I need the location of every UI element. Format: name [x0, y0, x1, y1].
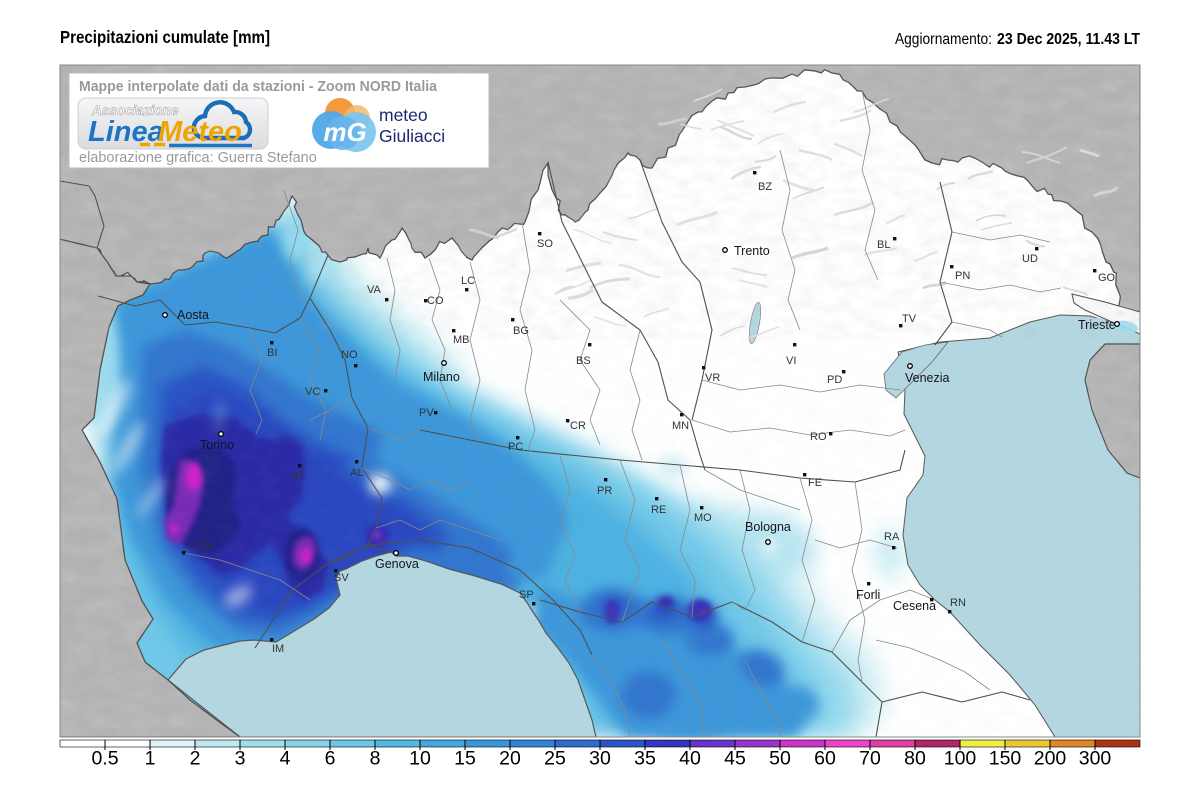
svg-text:25: 25: [544, 748, 566, 770]
svg-text:Associazione: Associazione: [91, 103, 179, 118]
svg-text:15: 15: [454, 748, 476, 770]
svg-text:SO: SO: [537, 238, 553, 250]
svg-text:Precipitazioni cumulate [mm]: Precipitazioni cumulate [mm]: [60, 27, 270, 47]
svg-text:AL: AL: [350, 467, 363, 479]
svg-text:IM: IM: [272, 643, 284, 655]
svg-text:CN: CN: [196, 540, 212, 552]
svg-text:mG: mG: [323, 117, 366, 147]
svg-text:BS: BS: [576, 355, 591, 367]
svg-text:NO: NO: [341, 349, 358, 361]
svg-text:Genova: Genova: [375, 557, 419, 571]
svg-text:RA: RA: [884, 531, 900, 543]
svg-text:200: 200: [1034, 748, 1067, 770]
svg-text:23 Dec 2025, 11.43 LT: 23 Dec 2025, 11.43 LT: [997, 31, 1140, 48]
svg-text:MN: MN: [672, 420, 689, 432]
svg-text:Trieste: Trieste: [1078, 318, 1116, 332]
svg-text:Mappe interpolate dati da staz: Mappe interpolate dati da stazioni - Zoo…: [79, 78, 438, 95]
svg-text:VI: VI: [786, 355, 796, 367]
svg-text:Trento: Trento: [734, 244, 770, 258]
svg-text:300: 300: [1079, 748, 1112, 770]
svg-text:RO: RO: [810, 431, 827, 443]
svg-text:CO: CO: [427, 295, 444, 307]
svg-text:40: 40: [679, 748, 701, 770]
svg-text:45: 45: [724, 748, 746, 770]
svg-text:30: 30: [589, 748, 611, 770]
svg-text:LC: LC: [461, 275, 475, 287]
svg-text:100: 100: [944, 748, 977, 770]
svg-text:CR: CR: [570, 420, 586, 432]
svg-text:35: 35: [634, 748, 656, 770]
svg-text:UD: UD: [1022, 253, 1038, 265]
svg-text:60: 60: [814, 748, 836, 770]
svg-text:1: 1: [145, 748, 156, 770]
svg-text:50: 50: [769, 748, 791, 770]
svg-text:Venezia: Venezia: [905, 371, 950, 385]
svg-text:BG: BG: [513, 325, 529, 337]
svg-text:FE: FE: [808, 477, 822, 489]
svg-text:RN: RN: [950, 597, 966, 609]
svg-text:Milano: Milano: [423, 370, 460, 384]
svg-text:Torino: Torino: [200, 438, 234, 452]
svg-text:Giuliacci: Giuliacci: [379, 126, 445, 146]
svg-text:20: 20: [499, 748, 521, 770]
svg-text:AT: AT: [292, 470, 306, 482]
svg-text:150: 150: [989, 748, 1022, 770]
svg-text:PV: PV: [419, 407, 434, 419]
svg-text:Cesena: Cesena: [893, 599, 936, 613]
svg-text:MO: MO: [694, 512, 712, 524]
svg-text:meteo: meteo: [379, 105, 428, 125]
svg-text:10: 10: [409, 748, 431, 770]
svg-text:Meteo: Meteo: [158, 116, 242, 148]
svg-text:Linea: Linea: [88, 116, 164, 148]
svg-text:PC: PC: [508, 441, 523, 453]
svg-text:MB: MB: [453, 334, 470, 346]
svg-text:70: 70: [859, 748, 881, 770]
svg-text:80: 80: [904, 748, 926, 770]
svg-text:BZ: BZ: [758, 181, 772, 193]
svg-text:8: 8: [370, 748, 381, 770]
svg-text:Aosta: Aosta: [177, 308, 209, 322]
svg-text:3: 3: [235, 748, 246, 770]
svg-text:VA: VA: [367, 284, 382, 296]
svg-text:SP: SP: [519, 589, 534, 601]
svg-text:Bologna: Bologna: [745, 520, 791, 534]
svg-text:4: 4: [280, 748, 291, 770]
svg-text:6: 6: [325, 748, 336, 770]
svg-text:PR: PR: [597, 485, 612, 497]
svg-text:2: 2: [190, 748, 201, 770]
svg-text:RE: RE: [651, 504, 666, 516]
svg-text:BI: BI: [267, 347, 277, 359]
svg-text:VC: VC: [305, 386, 320, 398]
svg-text:0.5: 0.5: [91, 748, 118, 770]
svg-text:GO: GO: [1098, 272, 1116, 284]
svg-text:VR: VR: [705, 372, 720, 384]
svg-text:PD: PD: [827, 374, 842, 386]
svg-text:SV: SV: [334, 572, 349, 584]
svg-text:elaborazione grafica: Guerra S: elaborazione grafica: Guerra Stefano: [79, 150, 317, 166]
svg-text:PN: PN: [955, 270, 970, 282]
svg-text:TV: TV: [902, 313, 917, 325]
svg-text:BL: BL: [877, 239, 890, 251]
svg-text:Forli: Forli: [856, 588, 880, 602]
svg-text:Aggiornamento:: Aggiornamento:: [895, 31, 992, 48]
